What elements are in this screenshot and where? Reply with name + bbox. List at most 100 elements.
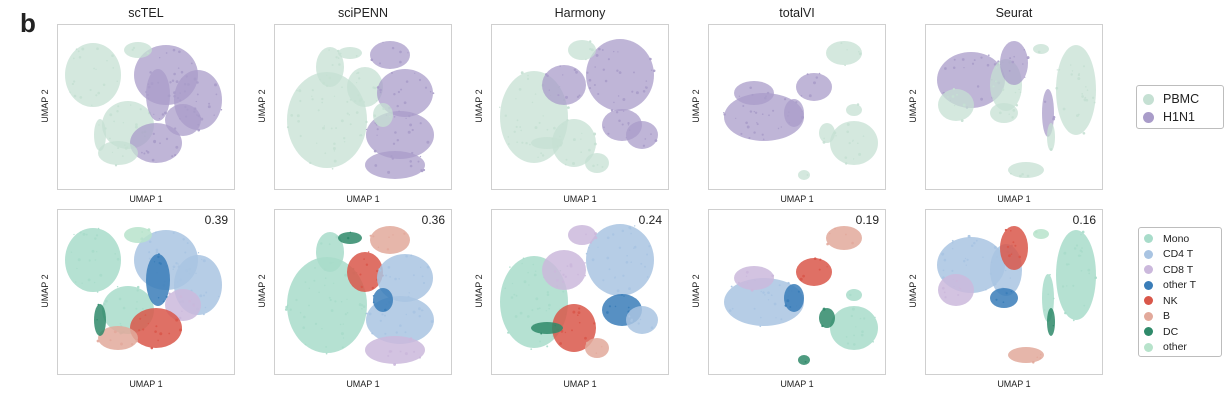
cluster-mono xyxy=(1056,230,1097,322)
cluster-cd8-t xyxy=(542,250,587,290)
legend-cell-type: Mono CD4 T CD8 T other T NK B DC other xyxy=(1138,227,1222,357)
cluster-pbmc xyxy=(373,103,393,127)
cluster-pbmc xyxy=(938,87,974,122)
cluster-pbmc xyxy=(819,123,835,144)
cluster-pbmc xyxy=(338,47,362,59)
legend-item-h1n1: H1N1 xyxy=(1143,108,1217,126)
legend-label: PBMC xyxy=(1163,92,1200,106)
cluster-h1n1 xyxy=(734,81,774,105)
cluster-cd4-t xyxy=(585,224,654,296)
y-axis-label: UMAP 2 xyxy=(257,89,267,123)
panel-letter: b xyxy=(20,8,36,38)
score-label: 0.16 xyxy=(1072,213,1096,227)
x-axis-label: UMAP 1 xyxy=(780,379,814,389)
legend-item-other-t: other T xyxy=(1144,278,1216,294)
cluster-mono xyxy=(846,289,862,301)
cluster-h1n1 xyxy=(586,39,656,112)
cluster-nk xyxy=(130,308,182,350)
legend-swatch xyxy=(1144,249,1153,259)
cluster-mono xyxy=(830,306,878,350)
x-axis-label: UMAP 1 xyxy=(997,194,1031,204)
umap-plot-sctel-batch xyxy=(57,24,235,190)
y-axis-label: UMAP 2 xyxy=(908,89,918,123)
cluster-cd8-t xyxy=(938,274,974,306)
x-axis-label: UMAP 1 xyxy=(346,194,380,204)
cluster-pbmc xyxy=(1047,123,1055,151)
cluster-h1n1 xyxy=(542,65,586,105)
legend-label: H1N1 xyxy=(1163,110,1195,124)
cluster-b xyxy=(585,338,609,358)
score-label: 0.19 xyxy=(855,213,879,227)
cluster-pbmc xyxy=(798,170,810,180)
cluster-pbmc xyxy=(826,41,862,67)
legend-item-pbmc: PBMC xyxy=(1143,90,1217,108)
cluster-cd8-t xyxy=(165,289,201,321)
cluster-dc xyxy=(338,231,362,244)
y-axis-label: UMAP 2 xyxy=(908,274,918,308)
legend-label: DC xyxy=(1163,325,1179,338)
cluster-pbmc xyxy=(830,121,878,165)
cluster-pbmc xyxy=(585,153,609,173)
cluster-dc xyxy=(1047,308,1055,336)
cluster-pbmc xyxy=(531,137,563,149)
y-axis-label: UMAP 2 xyxy=(474,89,484,123)
legend-swatch xyxy=(1144,296,1153,306)
umap-plot-totalvi-celltype: 0.19 xyxy=(708,209,886,375)
legend-swatch xyxy=(1144,327,1153,337)
x-axis-label: UMAP 1 xyxy=(129,379,163,389)
umap-plot-harmony-batch xyxy=(491,24,669,190)
umap-plot-seurat-celltype: 0.16 xyxy=(925,209,1103,375)
umap-plot-scipenn-celltype: 0.36 xyxy=(274,209,452,375)
legend-item-cd8-t: CD8 T xyxy=(1144,262,1216,278)
x-axis-label: UMAP 1 xyxy=(997,379,1031,389)
cluster-dc xyxy=(819,307,835,328)
cluster-b xyxy=(369,226,410,254)
legend-batch: PBMC H1N1 xyxy=(1136,85,1224,129)
cluster-cd8-t xyxy=(734,266,775,292)
cluster-pbmc xyxy=(94,119,107,151)
cluster-other-t xyxy=(146,253,170,306)
cluster-pbmc xyxy=(846,103,862,116)
legend-label: NK xyxy=(1163,294,1178,307)
legend-item-b: B xyxy=(1144,309,1216,325)
umap-plot-totalvi-batch xyxy=(708,24,886,190)
cluster-nk xyxy=(1000,226,1028,270)
cluster-h1n1 xyxy=(1000,41,1030,85)
plot-title-scipenn: sciPENN xyxy=(337,6,388,20)
cluster-cd8-t xyxy=(365,336,425,366)
y-axis-label: UMAP 2 xyxy=(257,274,267,308)
cluster-h1n1 xyxy=(130,123,182,163)
umap-plot-seurat-batch xyxy=(925,24,1103,190)
legend-label: CD8 T xyxy=(1163,263,1194,276)
cluster-cd8-t xyxy=(568,225,598,245)
legend-label: CD4 T xyxy=(1163,248,1194,261)
cluster-h1n1 xyxy=(723,93,804,141)
cluster-h1n1 xyxy=(626,121,658,149)
score-label: 0.39 xyxy=(204,213,228,227)
cluster-other xyxy=(1033,229,1049,239)
cluster-b xyxy=(826,226,862,250)
umap-plot-scipenn-batch xyxy=(274,24,452,190)
legend-label: other xyxy=(1163,341,1187,354)
y-axis-label: UMAP 2 xyxy=(474,274,484,308)
cluster-h1n1 xyxy=(365,151,426,179)
legend-swatch xyxy=(1144,342,1153,352)
cluster-pbmc xyxy=(286,72,368,170)
legend-label: other T xyxy=(1163,279,1197,292)
cluster-pbmc xyxy=(568,40,596,61)
cluster-nk xyxy=(796,257,832,286)
x-axis-label: UMAP 1 xyxy=(346,379,380,389)
legend-item-dc: DC xyxy=(1144,324,1216,340)
legend-item-nk: NK xyxy=(1144,293,1216,309)
y-axis-label: UMAP 2 xyxy=(40,89,50,123)
cluster-b xyxy=(1008,347,1044,364)
cluster-pbmc xyxy=(98,141,138,167)
legend-swatch xyxy=(1144,311,1153,321)
umap-plot-harmony-celltype: 0.24 xyxy=(491,209,669,375)
y-axis-label: UMAP 2 xyxy=(40,274,50,308)
cluster-mono xyxy=(65,227,121,293)
legend-label: B xyxy=(1163,310,1171,323)
legend-swatch xyxy=(1144,280,1153,290)
cluster-other-t xyxy=(784,284,804,312)
x-axis-label: UMAP 1 xyxy=(129,194,163,204)
